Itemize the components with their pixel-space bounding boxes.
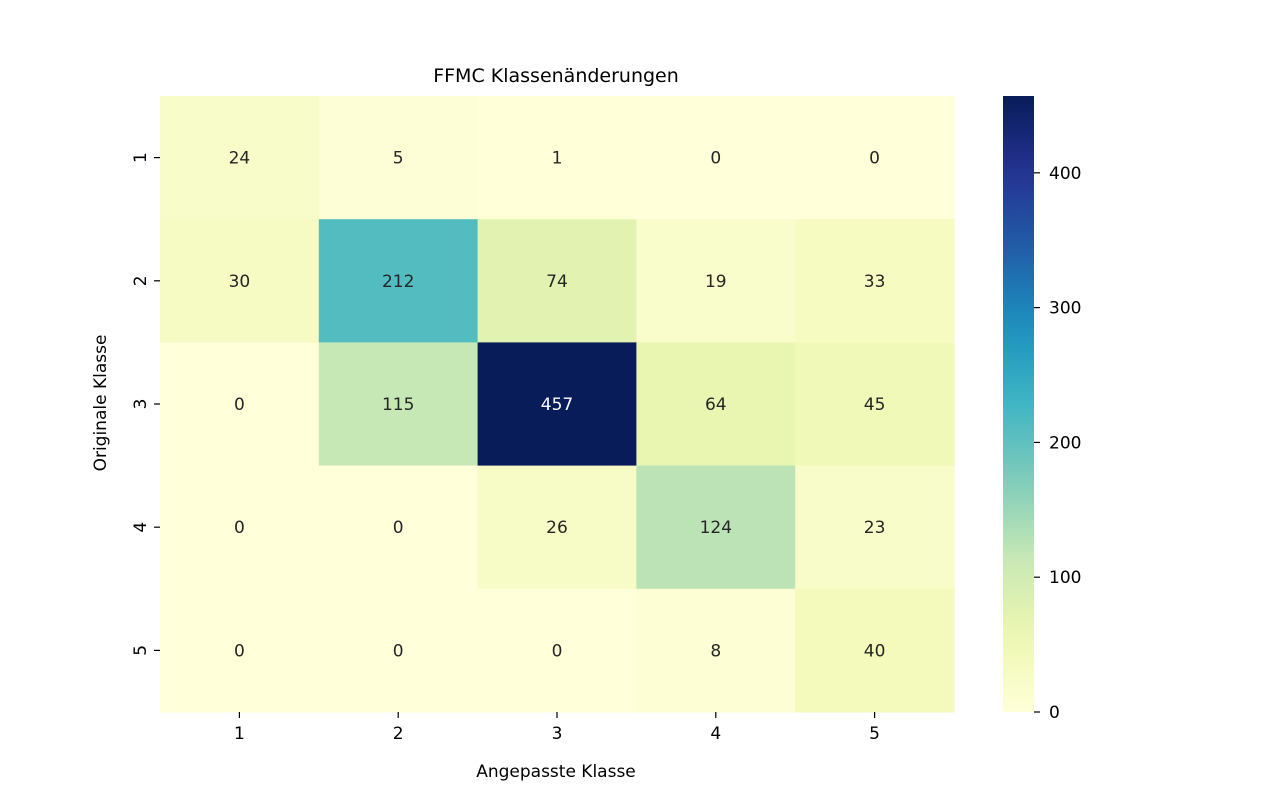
heatmap-cell <box>160 342 320 467</box>
cell-value-label: 26 <box>546 518 568 538</box>
cell-value-label: 1 <box>552 149 563 169</box>
cell-value-label: 115 <box>382 395 414 415</box>
cell-value-label: 212 <box>382 272 414 292</box>
cell-value-label: 24 <box>229 149 251 169</box>
heatmap-cell <box>318 219 479 343</box>
heatmap-cell <box>318 465 479 590</box>
heatmap-cell <box>477 465 637 590</box>
heatmap-cell <box>160 96 320 220</box>
y-tick-label: 5 <box>131 645 151 656</box>
cell-value-label: 33 <box>864 272 886 292</box>
cell-value-label: 124 <box>700 518 732 538</box>
heatmap-cell <box>477 342 637 467</box>
heatmap-cell <box>477 96 637 220</box>
x-tick-label: 1 <box>234 724 245 744</box>
cell-value-label: 40 <box>864 641 886 661</box>
y-tick-label: 4 <box>131 522 151 533</box>
heatmap-cell <box>636 588 796 713</box>
heatmap-cell <box>636 96 796 220</box>
heatmap-cell <box>636 219 796 343</box>
heatmap-cell <box>318 96 479 220</box>
heatmap-cell <box>477 588 637 713</box>
x-tick-label: 2 <box>393 724 404 744</box>
heatmap-cell <box>795 219 955 343</box>
heatmap-cell <box>636 465 796 590</box>
heatmap-cell <box>160 588 320 713</box>
cell-value-label: 5 <box>393 149 404 169</box>
cell-value-label: 8 <box>710 641 721 661</box>
heatmap-cell <box>160 465 320 590</box>
colorbar-tick-label: 400 <box>1049 164 1081 184</box>
heatmap-cell <box>795 588 955 713</box>
cell-value-label: 0 <box>710 149 721 169</box>
heatmap-cell <box>160 219 320 343</box>
cell-value-label: 23 <box>864 518 886 538</box>
cell-value-label: 64 <box>705 395 727 415</box>
cell-value-label: 0 <box>234 395 245 415</box>
colorbar-tick-label: 100 <box>1049 568 1081 588</box>
cell-value-label: 30 <box>229 272 251 292</box>
cell-value-label: 74 <box>546 272 568 292</box>
y-axis-label: Originale Klasse <box>91 335 111 472</box>
cell-value-label: 0 <box>393 518 404 538</box>
heatmap-cell <box>318 342 479 467</box>
y-tick-label: 2 <box>131 275 151 286</box>
heatmap-cell <box>318 588 479 713</box>
colorbar-tick-label: 0 <box>1049 703 1060 723</box>
heatmap-cell <box>477 219 637 343</box>
cell-value-label: 0 <box>234 641 245 661</box>
heatmap-cells: 24 5 1 0 0 30 212 74 19 33 0 115 457 64 45 0 0 26 124 23 0 0 0… <box>160 96 955 713</box>
cell-value-label: 0 <box>869 149 880 169</box>
cell-value-label: 19 <box>705 272 727 292</box>
y-axis-ticks: 1 2 3 4 5 <box>131 152 160 656</box>
colorbar-tick-label: 300 <box>1049 299 1081 319</box>
x-tick-label: 4 <box>710 724 721 744</box>
heatmap-cell <box>795 96 955 220</box>
heatmap-cell <box>636 342 796 467</box>
heatmap-cell <box>795 465 955 590</box>
y-tick-label: 1 <box>131 152 151 163</box>
cell-value-label: 0 <box>234 518 245 538</box>
x-axis-ticks: 1 2 3 4 5 <box>234 712 880 744</box>
y-tick-label: 3 <box>131 399 151 410</box>
x-tick-label: 5 <box>869 724 880 744</box>
chart-title: FFMC Klassenänderungen <box>433 65 679 87</box>
x-axis-label: Angepasste Klasse <box>476 762 636 782</box>
cell-value-label: 45 <box>864 395 886 415</box>
cell-value-label: 0 <box>393 641 404 661</box>
colorbar-ticks: 0 100 200 300 400 <box>1034 164 1081 723</box>
colorbar <box>1003 96 1034 712</box>
colorbar-tick-label: 200 <box>1049 433 1081 453</box>
x-tick-label: 3 <box>552 724 563 744</box>
heatmap-cell <box>795 342 955 467</box>
cell-value-label: 457 <box>541 395 573 415</box>
cell-value-label: 0 <box>552 641 563 661</box>
